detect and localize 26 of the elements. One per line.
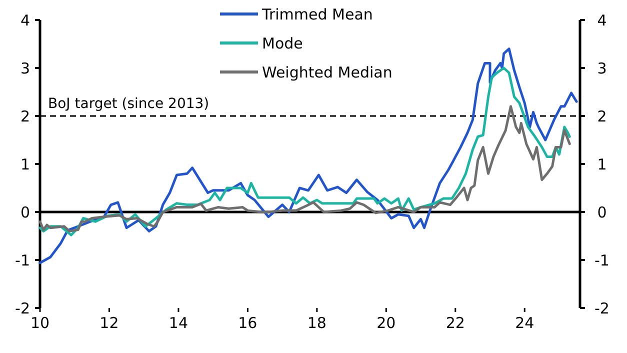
legend-label: Weighted Median [262, 63, 392, 82]
y2-tick-label: 3 [597, 59, 607, 78]
y2-tick-label: 2 [597, 107, 607, 126]
y-tick-label: 4 [20, 11, 30, 30]
x-tick-label: 18 [307, 314, 326, 332]
x-tick-label: 12 [100, 314, 119, 332]
y2-tick-label: 4 [597, 11, 607, 30]
y2-tick-label: -1 [594, 251, 610, 270]
x-tick-label: 22 [446, 314, 465, 332]
ref-line-label: BoJ target (since 2013) [48, 96, 210, 112]
legend-label: Mode [262, 34, 303, 52]
y-tick-label: 3 [20, 59, 30, 78]
x-tick-label: 24 [515, 314, 534, 332]
x-tick-label: 10 [30, 314, 50, 332]
y-tick-label: -1 [15, 251, 30, 270]
legend-label: Trimmed Mean [261, 5, 373, 24]
y-tick-label: 2 [20, 107, 30, 126]
y2-tick-label: -2 [594, 299, 610, 318]
x-tick-label: 20 [376, 314, 396, 332]
x-tick-label: 16 [238, 314, 258, 332]
y-tick-label: 1 [20, 155, 30, 174]
y-tick-label: 0 [20, 203, 30, 222]
y2-tick-label: 1 [597, 155, 607, 174]
y2-tick-label: 0 [597, 203, 607, 222]
y-tick-label: -2 [15, 299, 30, 318]
x-tick-label: 14 [168, 314, 188, 332]
